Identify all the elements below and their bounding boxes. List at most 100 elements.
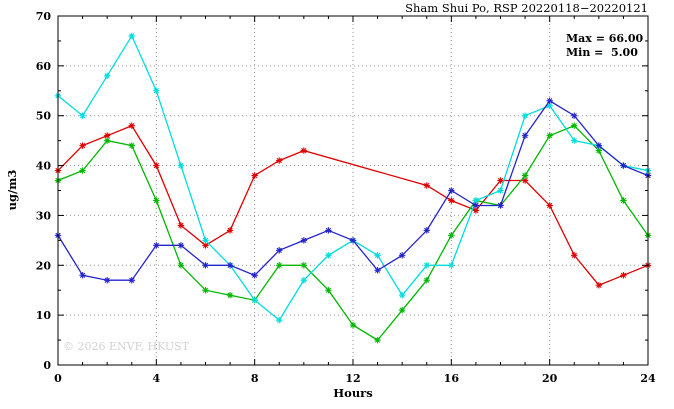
data-point-marker [226,227,234,234]
data-point-marker [177,262,185,269]
data-point-marker [448,187,455,194]
annotation-max: Max = 66.00 [566,32,644,45]
data-point-marker [103,72,111,80]
data-point-marker [177,242,185,249]
data-point-marker [571,137,578,144]
data-point-marker [177,222,185,229]
data-point-marker [374,336,381,344]
data-point-marker [423,182,430,189]
data-point-marker [300,262,308,269]
data-point-marker [103,277,111,284]
y-tick-label: 50 [36,110,52,123]
data-point-marker [349,321,357,329]
data-point-marker [153,162,160,169]
data-point-marker [571,122,578,129]
x-tick-label: 0 [54,372,62,385]
x-tick-label: 16 [444,372,460,385]
data-point-marker [398,306,406,314]
series-line-blue [57,99,649,281]
series-blue [54,97,652,284]
data-point-marker [325,227,332,234]
data-point-marker [202,287,209,294]
data-point-marker [374,252,381,259]
y-tick-label: 20 [36,259,52,272]
x-tick-label: 12 [345,372,360,385]
data-point-marker [521,177,529,184]
y-tick-label: 10 [36,309,52,322]
data-point-marker [251,272,258,279]
data-point-marker [300,277,308,284]
data-point-marker [497,202,504,209]
data-point-marker [349,237,357,244]
data-point-marker [546,97,553,104]
data-point-marker [423,277,430,284]
data-point-marker [153,87,160,94]
y-tick-label: 70 [36,10,52,23]
data-point-marker [300,147,308,154]
data-point-marker [546,202,553,209]
x-tick-label: 4 [153,372,161,385]
y-tick-label: 30 [36,209,52,222]
data-point-marker [177,162,185,169]
data-point-marker [546,132,553,139]
data-point-marker [398,252,406,259]
data-point-marker [620,272,627,279]
data-point-marker [226,292,234,299]
data-point-marker [276,157,283,164]
y-tick-label: 0 [43,359,51,372]
x-axis-label: Hours [333,386,372,400]
series-line-red [57,124,649,286]
annotation-min: Min = 5.00 [566,46,638,59]
data-point-marker [472,202,480,209]
data-point-marker [448,262,455,269]
data-point-marker [128,122,135,129]
data-point-marker [276,262,283,269]
data-point-marker [226,262,234,269]
data-point-marker [79,272,86,279]
data-point-marker [128,142,135,149]
data-point-marker [153,197,160,204]
data-point-marker [300,237,308,244]
plot-area: 0 4 8 12 16 20 24 0 10 20 30 40 50 60 70 [36,10,656,385]
data-point-marker [79,112,86,119]
data-point-marker [128,277,135,284]
data-point-marker [325,252,332,259]
data-point-marker [251,296,258,304]
y-tick-label: 40 [36,160,52,173]
data-point-marker [251,172,258,179]
data-point-marker [325,287,332,294]
data-point-marker [276,316,283,324]
data-point-marker [128,32,135,40]
watermark: © 2026 ENVF, HKUST [63,340,190,353]
data-point-marker [202,237,209,244]
data-point-marker [521,132,529,139]
data-point-marker [153,242,160,249]
data-point-marker [423,262,430,269]
x-tick-label: 20 [542,372,558,385]
axis-ticks: 0 4 8 12 16 20 24 0 10 20 30 40 50 60 70 [36,10,656,385]
y-axis-label: ug/m3 [5,170,19,211]
data-point-marker [79,167,86,174]
x-tick-label: 8 [251,372,259,385]
data-point-marker [620,197,627,204]
data-point-marker [79,142,86,149]
data-point-marker [521,112,529,119]
data-point-marker [595,142,603,149]
data-point-marker [521,172,529,179]
data-point-marker [620,162,627,169]
data-point-marker [497,187,504,194]
data-point-marker [202,262,209,269]
data-point-marker [497,177,504,184]
data-point-marker [595,282,603,289]
data-point-marker [103,132,111,139]
data-point-marker [398,292,406,299]
x-tick-label: 24 [640,372,656,385]
data-point-marker [103,137,111,144]
data-point-marker [448,232,455,239]
data-point-marker [374,267,381,274]
data-point-marker [448,197,455,204]
data-point-marker [571,112,578,119]
data-point-marker [571,252,578,259]
